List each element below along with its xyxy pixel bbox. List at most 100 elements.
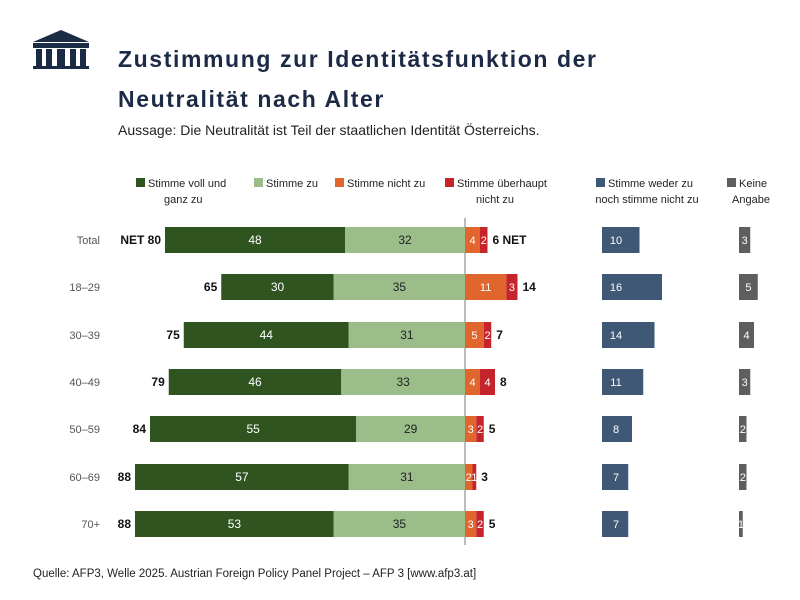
bar-segment — [168, 369, 342, 395]
bar-segment — [356, 416, 465, 442]
bar-segment — [480, 369, 495, 395]
legend-swatch — [335, 178, 344, 187]
legend-label: ganz zu — [164, 194, 203, 206]
net-positive-label: NET 80 — [120, 233, 161, 247]
bar-segment — [135, 464, 349, 490]
legend-swatch — [596, 178, 605, 187]
data-label: 2 — [740, 424, 746, 436]
net-negative-label: 3 — [481, 470, 488, 484]
legend-label: Stimme zu — [266, 178, 318, 190]
legend-label: nicht zu — [476, 194, 514, 206]
data-label: 2 — [477, 424, 483, 436]
data-label: 11 — [610, 377, 621, 389]
data-label: 30 — [271, 280, 285, 294]
bar-segment — [465, 464, 473, 490]
data-label: 3 — [468, 424, 474, 436]
data-label: 7 — [613, 472, 619, 484]
bar-segment — [739, 369, 751, 395]
data-label: 31 — [400, 328, 414, 342]
data-label: 32 — [398, 233, 412, 247]
data-label: 4 — [484, 377, 490, 389]
data-label: 55 — [246, 422, 260, 436]
net-negative-label: 14 — [523, 280, 537, 294]
bar-segment — [739, 274, 758, 300]
bar-segment — [465, 511, 477, 537]
bar-segment — [183, 322, 349, 348]
bar-segment — [348, 464, 465, 490]
bar-segment — [483, 322, 492, 348]
net-negative-label: 6 NET — [493, 233, 528, 247]
data-label: 35 — [393, 517, 407, 531]
net-positive-label: 88 — [118, 470, 132, 484]
parliament-logo-icon — [33, 30, 89, 69]
data-label: 4 — [469, 235, 475, 247]
bar-segment — [739, 322, 754, 348]
legend-label: noch stimme nicht zu — [595, 194, 698, 206]
data-label: 1 — [738, 519, 744, 531]
data-label: 11 — [480, 282, 491, 294]
net-negative-label: 8 — [500, 375, 507, 389]
data-label: 5 — [745, 282, 751, 294]
bar-segment — [602, 227, 640, 253]
category-label: 50–59 — [69, 424, 100, 436]
legend-swatch — [136, 178, 145, 187]
bar-segment — [345, 227, 465, 253]
data-label: 3 — [468, 519, 474, 531]
category-label: Total — [77, 235, 100, 247]
net-negative-label: 5 — [489, 422, 496, 436]
data-label: 4 — [743, 330, 749, 342]
bar-segment — [341, 369, 465, 395]
bar-segment — [333, 511, 465, 537]
bar-segment — [602, 416, 632, 442]
data-label: 35 — [393, 280, 407, 294]
data-label: 3 — [509, 282, 515, 294]
chart-title-line2: Neutralität nach Alter — [118, 86, 385, 112]
bar-segment — [348, 322, 465, 348]
data-label: 2 — [481, 235, 487, 247]
data-label: 2 — [484, 330, 490, 342]
bar-segment — [472, 464, 477, 490]
data-label: 8 — [613, 424, 619, 436]
data-label: 57 — [235, 470, 249, 484]
bar-segment — [602, 274, 662, 300]
category-label: 40–49 — [69, 377, 100, 389]
legend-label: Stimme voll und — [148, 178, 226, 190]
data-label: 44 — [260, 328, 274, 342]
data-label: 2 — [466, 472, 472, 484]
data-label: 5 — [471, 330, 477, 342]
bar-segment — [135, 511, 334, 537]
legend-swatch — [727, 178, 736, 187]
source-note: Quelle: AFP3, Welle 2025. Austrian Forei… — [33, 568, 477, 580]
bar-segment — [739, 227, 751, 253]
bar-segment — [602, 322, 655, 348]
net-positive-label: 88 — [118, 517, 132, 531]
bar-segment — [739, 464, 747, 490]
net-positive-label: 65 — [204, 280, 218, 294]
data-label: 1 — [471, 472, 477, 484]
data-label: 46 — [248, 375, 262, 389]
net-positive-label: 75 — [166, 328, 180, 342]
bar-segment — [165, 227, 345, 253]
data-label: 48 — [248, 233, 262, 247]
legend-label: Stimme weder zu — [608, 178, 693, 190]
legend-label: Keine — [739, 178, 767, 190]
data-label: 14 — [610, 330, 622, 342]
category-label: 30–39 — [69, 330, 100, 342]
data-label: 29 — [404, 422, 418, 436]
data-label: 2 — [740, 472, 746, 484]
bar-segment — [465, 274, 507, 300]
data-label: 33 — [396, 375, 410, 389]
bar-segment — [465, 416, 477, 442]
bar-segment — [506, 274, 518, 300]
legend-label: Angabe — [732, 194, 770, 206]
legend-swatch — [445, 178, 454, 187]
data-label: 3 — [742, 235, 748, 247]
bar-segment — [150, 416, 357, 442]
data-label: 2 — [477, 519, 483, 531]
bar-segment — [333, 274, 465, 300]
bar-segment — [476, 416, 484, 442]
bar-segment — [476, 511, 484, 537]
net-negative-label: 7 — [496, 328, 503, 342]
data-label: 53 — [228, 517, 242, 531]
